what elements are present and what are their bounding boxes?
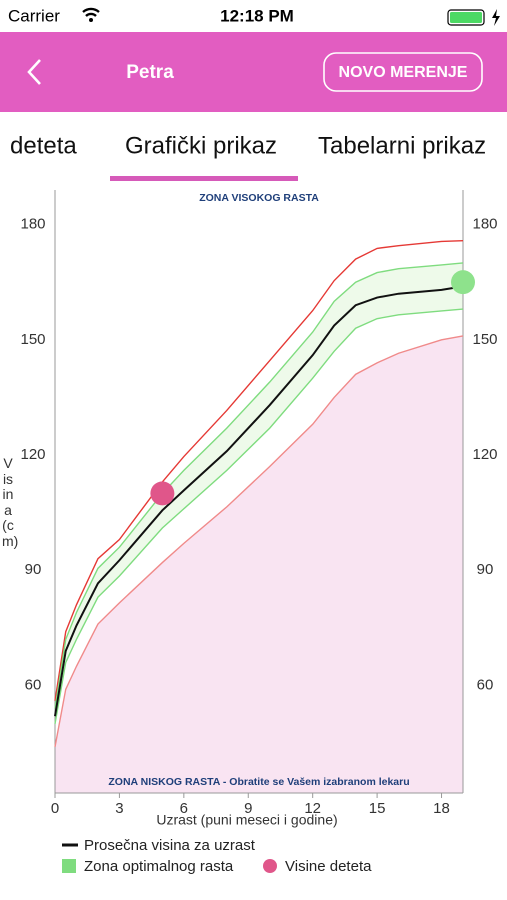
optimal-lower-line xyxy=(54,308,464,724)
y-tick-label: 90 xyxy=(25,561,42,578)
y2-tick-label: 180 xyxy=(472,216,497,233)
x-tick-label: 18 xyxy=(433,800,450,817)
tab[interactable]: Tabelarni prikaz xyxy=(318,132,486,159)
zone-low-label: ZONA NISKOG RASTA - Obratite se Vašem iz… xyxy=(108,776,409,788)
mean-line xyxy=(54,285,464,717)
legend-dot xyxy=(263,859,277,873)
x-tick-label: 9 xyxy=(244,800,252,817)
low-zone-fill xyxy=(55,335,463,793)
y-tick-label: 60 xyxy=(25,676,42,693)
legend-label: Zona optimalnog rasta xyxy=(84,858,234,875)
x-tick-label: 6 xyxy=(180,800,188,817)
y-tick-label: 180 xyxy=(20,216,45,233)
legend-label: Prosečna visina za uzrast xyxy=(84,837,256,854)
optimal-upper-line xyxy=(54,262,464,709)
nav-title: Petra xyxy=(126,62,174,83)
tab-active[interactable]: Grafički prikaz xyxy=(125,132,277,159)
button-label[interactable]: NOVO MERENJE xyxy=(339,64,468,81)
wifi-dot xyxy=(89,18,93,22)
lower-bound-line xyxy=(54,335,464,748)
x-tick-label: 0 xyxy=(51,800,59,817)
child-height-point xyxy=(150,481,175,506)
y2-tick-label: 60 xyxy=(477,676,494,693)
y2-tick-label: 90 xyxy=(477,561,494,578)
y-axis-label: Visina (cm) xyxy=(2,455,19,549)
tab[interactable]: deteta xyxy=(10,132,77,159)
new-measure-button[interactable] xyxy=(323,52,483,92)
optimal-zone-fill xyxy=(55,262,463,724)
wifi-icon xyxy=(82,7,100,17)
tab-indicator xyxy=(110,176,298,181)
battery-level xyxy=(450,12,482,23)
nav-bar xyxy=(0,32,507,112)
clock: 12:18 PM xyxy=(220,6,294,25)
back-button[interactable] xyxy=(27,59,41,85)
legend-swatch xyxy=(62,859,76,873)
charging-icon xyxy=(492,9,500,26)
carrier: Carrier xyxy=(8,6,60,25)
upper-bound-line xyxy=(54,239,464,701)
y-tick-label: 150 xyxy=(20,331,45,348)
y-tick-label: 120 xyxy=(20,446,45,463)
y2-tick-label: 120 xyxy=(472,446,497,463)
x-axis-label: Uzrast (puni meseci i godine) xyxy=(156,812,337,828)
x-tick-label: 3 xyxy=(115,800,123,817)
legend-label: Visine deteta xyxy=(285,858,372,875)
battery xyxy=(447,9,485,26)
y2-tick-label: 150 xyxy=(472,331,497,348)
x-tick-label: 15 xyxy=(369,800,386,817)
zone-high-label: ZONA VISOKOG RASTA xyxy=(199,192,319,204)
child-height-point xyxy=(451,270,475,295)
x-tick-label: 12 xyxy=(304,800,321,817)
